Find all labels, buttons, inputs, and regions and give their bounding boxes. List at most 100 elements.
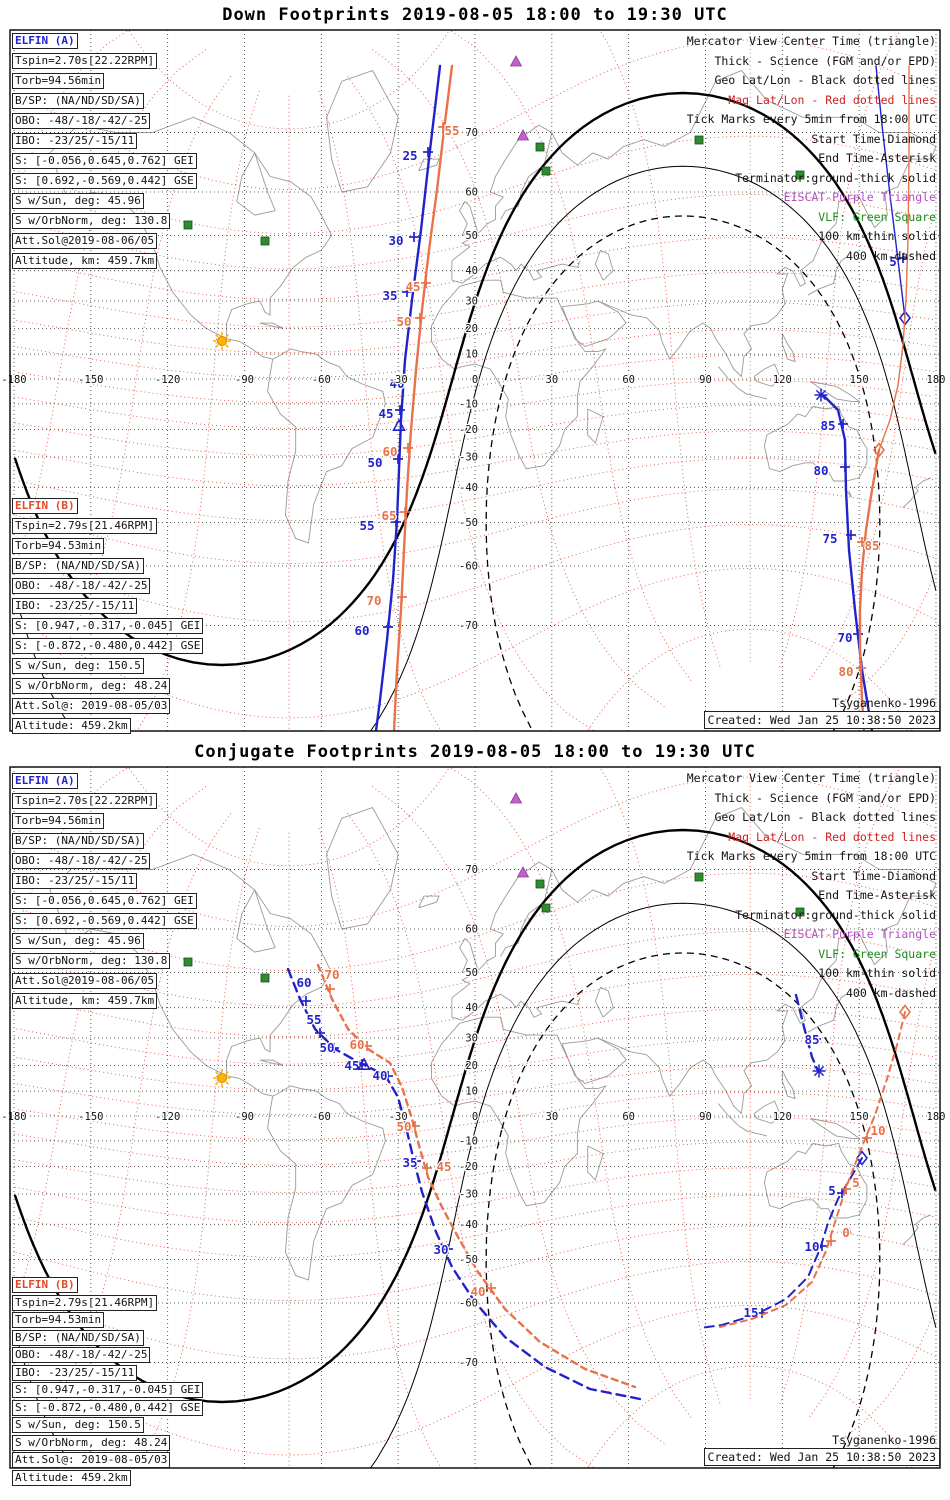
legend-line: 400 km-dashed bbox=[845, 985, 936, 1000]
lon-axis-label: 90 bbox=[699, 1111, 712, 1123]
conjugate-map-svg: 60555045403530855101570605045401050-180-… bbox=[0, 766, 947, 1469]
axis-labels: -180 -150 -120 -90 -60 -30 0 30 60 90 120 150 180 70 6… bbox=[0, 126, 947, 633]
infobox-line: S: [-0.056,0.645,0.762] GEI bbox=[12, 893, 197, 909]
infobox-line: S w/Sun, deg: 150.5 bbox=[12, 1417, 144, 1433]
time-tick-label: 50 bbox=[319, 1040, 334, 1055]
lon-axis-label: 60 bbox=[622, 374, 635, 386]
time-tick-label: 70 bbox=[324, 967, 339, 982]
lat-axis-label: 30 bbox=[465, 1032, 478, 1044]
lat-axis-label: 40 bbox=[465, 1002, 478, 1014]
time-tick-label: 25 bbox=[402, 148, 417, 163]
time-tick-label: 60 bbox=[349, 1037, 364, 1052]
lat-axis-label: 40 bbox=[465, 265, 478, 277]
ground-stations bbox=[183, 792, 805, 983]
elfin-a-info-box: ELFIN (A) Tspin=2.70s[22.22RPM] Torb=94.56… bbox=[12, 773, 197, 1009]
map-layers: 2530354045505560858075705554550606570858… bbox=[10, 30, 940, 731]
lat-axis-label: 70 bbox=[465, 127, 478, 139]
coastlines bbox=[49, 807, 937, 1281]
lat-axis-label: 60 bbox=[465, 923, 478, 935]
infobox-line: S w/Sun, deg: 45.96 bbox=[12, 193, 144, 209]
infobox-line: IBO: -23/25/-15/11 bbox=[12, 1364, 138, 1381]
vlf-station-marker bbox=[183, 957, 193, 967]
lon-axis-label: -150 bbox=[78, 1111, 103, 1123]
legend-line: Start Time-Diamond bbox=[811, 868, 936, 883]
view-center-triangle-marker bbox=[392, 418, 406, 431]
time-tick-label: 85 bbox=[820, 418, 835, 433]
infobox-header: ELFIN (A) bbox=[12, 773, 78, 789]
infobox-line: Altitude, km: 459.7km bbox=[12, 253, 158, 269]
time-tick-label: 60 bbox=[354, 623, 369, 638]
lon-axis-label: 60 bbox=[622, 1111, 635, 1123]
lon-axis-label: -30 bbox=[389, 374, 408, 386]
lon-axis-label: 0 bbox=[472, 1111, 478, 1123]
lon-axis-label: -180 bbox=[1, 1111, 26, 1123]
track-elfin-a: 25 30 35 40 45 50 55 60 85 80 75 70 5 bbox=[353, 64, 912, 731]
lat-axis-label: -60 bbox=[459, 561, 478, 573]
time-tick-label: 35 bbox=[382, 288, 397, 303]
legend-line: EISCAT-Purple Triangle bbox=[783, 190, 936, 204]
time-tick-label: 85 bbox=[864, 538, 879, 553]
infobox-line: IBO: -23/25/-15/11 bbox=[12, 598, 138, 614]
footprint-segment bbox=[858, 448, 881, 731]
infobox-line: OBO: -48/-18/-42/-25 bbox=[12, 1347, 151, 1363]
time-tick-label: 60 bbox=[296, 975, 311, 990]
footprint-segment bbox=[875, 65, 906, 319]
lat-axis-label: 10 bbox=[465, 349, 478, 361]
eiscat-station-marker bbox=[509, 55, 523, 67]
time-tick-label: 50 bbox=[396, 1119, 411, 1134]
infobox-line: OBO: -48/-18/-42/-25 bbox=[12, 113, 151, 129]
vlf-station-marker bbox=[541, 166, 551, 176]
lon-axis-label: -90 bbox=[235, 1111, 254, 1123]
infobox-line: S: [-0.056,0.645,0.762] GEI bbox=[12, 153, 197, 169]
time-tick-label: 70 bbox=[366, 593, 381, 608]
infobox-line: S w/Sun, deg: 150.5 bbox=[12, 658, 144, 674]
lon-axis-label: 120 bbox=[773, 374, 792, 386]
lon-axis-label: -60 bbox=[312, 1111, 331, 1123]
infobox-line: Tspin=2.70s[22.22RPM] bbox=[12, 793, 158, 809]
terminator-400-km bbox=[485, 952, 881, 1468]
start-time-diamond-marker bbox=[855, 1150, 869, 1166]
terminator-400-km bbox=[485, 215, 881, 731]
vlf-station-marker bbox=[694, 872, 704, 882]
lon-axis-label: 180 bbox=[927, 374, 946, 386]
map-legend: Mercator View Center Time (triangle) Thic… bbox=[687, 769, 936, 1003]
subsolar-sun-icon bbox=[213, 332, 231, 350]
terminator-curves bbox=[13, 91, 937, 731]
terminator-ground bbox=[13, 91, 937, 667]
axis-labels: -180 -150 -120 -90 -60 -30 0 30 60 90 120 150 180 70 6… bbox=[0, 863, 947, 1370]
legend-line: Terminator:ground-thick solid bbox=[735, 907, 936, 922]
infobox-line: S: [0.692,-0.569,0.442] GSE bbox=[12, 913, 197, 929]
infobox-line: Tspin=2.79s[21.46RPM] bbox=[12, 518, 158, 534]
lon-axis-label: -60 bbox=[312, 374, 331, 386]
terminator-100-km bbox=[15, 902, 937, 1468]
time-tick-label: 5 bbox=[852, 1175, 860, 1190]
lon-axis-label: -30 bbox=[389, 1111, 408, 1123]
time-tick-label: 45 bbox=[436, 1159, 451, 1174]
legend-line: 100 km-thin solid bbox=[818, 229, 936, 243]
infobox-line: S: [-0.872,-0.480,0.442] GSE bbox=[12, 638, 204, 654]
legend-line: Mercator View Center Time (triangle) bbox=[686, 771, 936, 785]
infobox-line: S: [0.947,-0.317,-0.045] GEI bbox=[12, 618, 204, 634]
infobox-line: Att.Sol@2019-08-06/05 bbox=[12, 233, 158, 249]
start-time-diamond-marker bbox=[872, 442, 886, 458]
infobox-line: S w/OrbNorm, deg: 130.8 bbox=[12, 213, 171, 229]
lon-axis-label: -120 bbox=[155, 374, 180, 386]
time-tick-label: 0 bbox=[842, 1225, 850, 1240]
lat-axis-label: 20 bbox=[465, 1060, 478, 1072]
time-tick-label: 35 bbox=[402, 1155, 417, 1170]
footprint-segment bbox=[719, 1011, 906, 1328]
vlf-station-marker bbox=[535, 142, 545, 152]
time-tick-label: 45 bbox=[378, 406, 393, 421]
infobox-line: IBO: -23/25/-15/11 bbox=[12, 133, 138, 149]
terminator-100-km bbox=[15, 165, 937, 731]
lat-axis-label: 10 bbox=[465, 1086, 478, 1098]
infobox-header: ELFIN (B) bbox=[12, 498, 78, 514]
time-tick-label: 10 bbox=[804, 1239, 819, 1254]
infobox-line: Att.Sol@: 2019-08-05/03 bbox=[12, 698, 171, 714]
time-tick-label: 55 bbox=[444, 123, 459, 138]
map-border bbox=[9, 29, 941, 732]
lon-axis-label: 180 bbox=[927, 1111, 946, 1123]
infobox-line: Torb=94.56min bbox=[12, 73, 105, 89]
vlf-station-marker bbox=[183, 220, 193, 230]
